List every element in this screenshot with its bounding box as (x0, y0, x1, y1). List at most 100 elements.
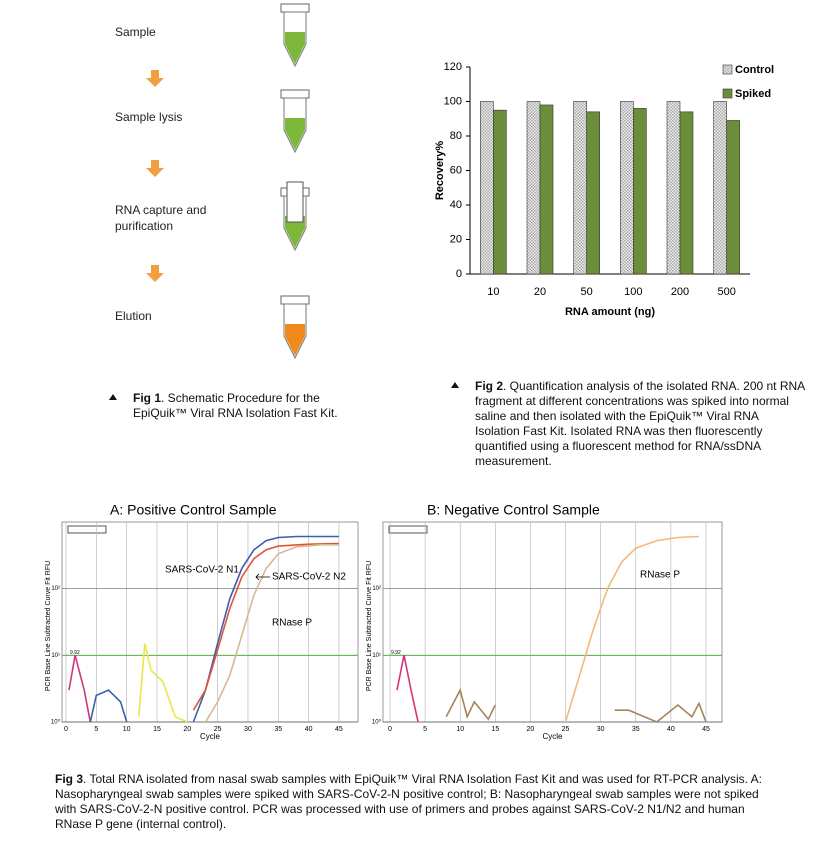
legend-box (67, 525, 107, 534)
x-tick-label: 25 (214, 726, 222, 733)
y-tick-label: 10¹ (51, 653, 60, 659)
curve (89, 689, 128, 723)
annotation: RNase P (640, 570, 680, 581)
step: RNA capture and purification (115, 203, 207, 233)
x-tick-label: 20 (183, 726, 191, 733)
x-tick-label: 0 (64, 726, 68, 733)
panel-title: A: Positive Control Sample (110, 502, 277, 518)
x-axis-label: Cycle (200, 732, 221, 741)
threshold-label: 9.92 (391, 650, 401, 656)
plot-frame (61, 521, 359, 723)
caption-label: Fig 3 (55, 772, 84, 786)
x-tick-label: 40 (667, 726, 675, 733)
bar (539, 104, 554, 275)
y-tick-label: 40 (450, 199, 462, 211)
y-tick-label: 80 (450, 130, 462, 142)
x-tick-label: 5 (94, 726, 98, 733)
arrow (146, 265, 164, 282)
y-tick-label: 10² (372, 586, 381, 592)
x-tick-label: 50 (581, 286, 593, 298)
caption-text: . Schematic Procedure for the EpiQuik™ V… (133, 391, 338, 420)
x-axis-label: RNA amount (ng) (565, 306, 655, 318)
step: Sample (115, 25, 156, 39)
annotation: SARS-CoV-2 N2 (272, 572, 346, 583)
plot-frame (382, 521, 723, 723)
caption: Fig 1. Schematic Procedure for the EpiQu… (133, 391, 343, 421)
tube-liquid (285, 32, 305, 64)
x-tick-label: 0 (388, 726, 392, 733)
y-tick-label: 10⁰ (51, 719, 61, 726)
curve (192, 535, 339, 723)
bar (726, 120, 740, 275)
panel-title: B: Negative Control Sample (427, 502, 600, 518)
bar (586, 111, 600, 275)
y-tick-label: 100 (444, 95, 462, 107)
curve (138, 643, 188, 723)
bar (633, 108, 647, 275)
curve (445, 687, 497, 721)
threshold-label: 9.92 (70, 650, 80, 656)
x-tick-label: 20 (534, 286, 546, 298)
x-tick-label: 45 (335, 726, 343, 733)
bar (620, 101, 634, 275)
caption-text: . Quantification analysis of the isolate… (475, 379, 805, 468)
annotation-arrow (255, 573, 270, 581)
caption-label: Fig 1 (133, 391, 162, 405)
curve (204, 544, 339, 723)
x-tick-label: 30 (597, 726, 605, 733)
x-axis-label: Cycle (542, 732, 563, 741)
legend-label: Spiked (735, 88, 771, 100)
step: Elution (115, 309, 152, 323)
bar (679, 111, 694, 275)
x-tick-label: 5 (423, 726, 427, 733)
bar (526, 101, 541, 275)
bullet (451, 382, 459, 388)
y-tick-label: 0 (456, 268, 462, 280)
legend-box (388, 525, 428, 534)
bullet (109, 394, 117, 400)
x-tick-label: 35 (274, 726, 282, 733)
x-tick-label: 15 (491, 726, 499, 733)
curve (614, 701, 707, 723)
x-tick-label: 20 (527, 726, 535, 733)
legend-label: Control (735, 64, 774, 76)
y-tick-label: 60 (450, 164, 462, 176)
caption-text: . Total RNA isolated from nasal swab sam… (55, 772, 762, 831)
bar (666, 101, 681, 275)
y-tick-label: 10⁰ (372, 719, 382, 726)
annotation: SARS-CoV-2 N1 (165, 565, 239, 576)
x-tick-label: 10 (456, 726, 464, 733)
annotation: RNase P (272, 618, 312, 629)
arrow (146, 70, 164, 87)
bar (493, 109, 507, 275)
bar (573, 101, 587, 275)
x-tick-label: 35 (632, 726, 640, 733)
bar (480, 101, 494, 275)
x-tick-label: 40 (305, 726, 313, 733)
tube-cap (280, 89, 310, 99)
curve (564, 535, 700, 723)
x-tick-label: 45 (702, 726, 710, 733)
y-axis-label: Recovery% (434, 141, 446, 201)
x-tick-label: 15 (153, 726, 161, 733)
x-tick-label: 500 (717, 286, 735, 298)
caption-label: Fig 2 (475, 379, 504, 393)
y-tick-label: 120 (444, 61, 462, 73)
caption: Fig 2. Quantification analysis of the is… (475, 379, 805, 469)
curve (68, 654, 92, 723)
x-tick-label: 10 (487, 286, 499, 298)
tube-liquid (285, 118, 305, 150)
x-tick-label: 25 (562, 726, 570, 733)
legend-swatch (722, 64, 733, 75)
caption: Fig 3. Total RNA isolated from nasal swa… (55, 772, 775, 832)
tube-liquid (285, 216, 305, 248)
legend-swatch (722, 88, 733, 99)
y-axis-label: PCR Base Line Subtracted Curve Fit RFU (366, 561, 373, 691)
step: Sample lysis (115, 110, 183, 124)
arrow (146, 160, 164, 177)
x-tick-label: 200 (671, 286, 689, 298)
tube-liquid (285, 324, 305, 356)
y-tick-label: 20 (450, 233, 462, 245)
